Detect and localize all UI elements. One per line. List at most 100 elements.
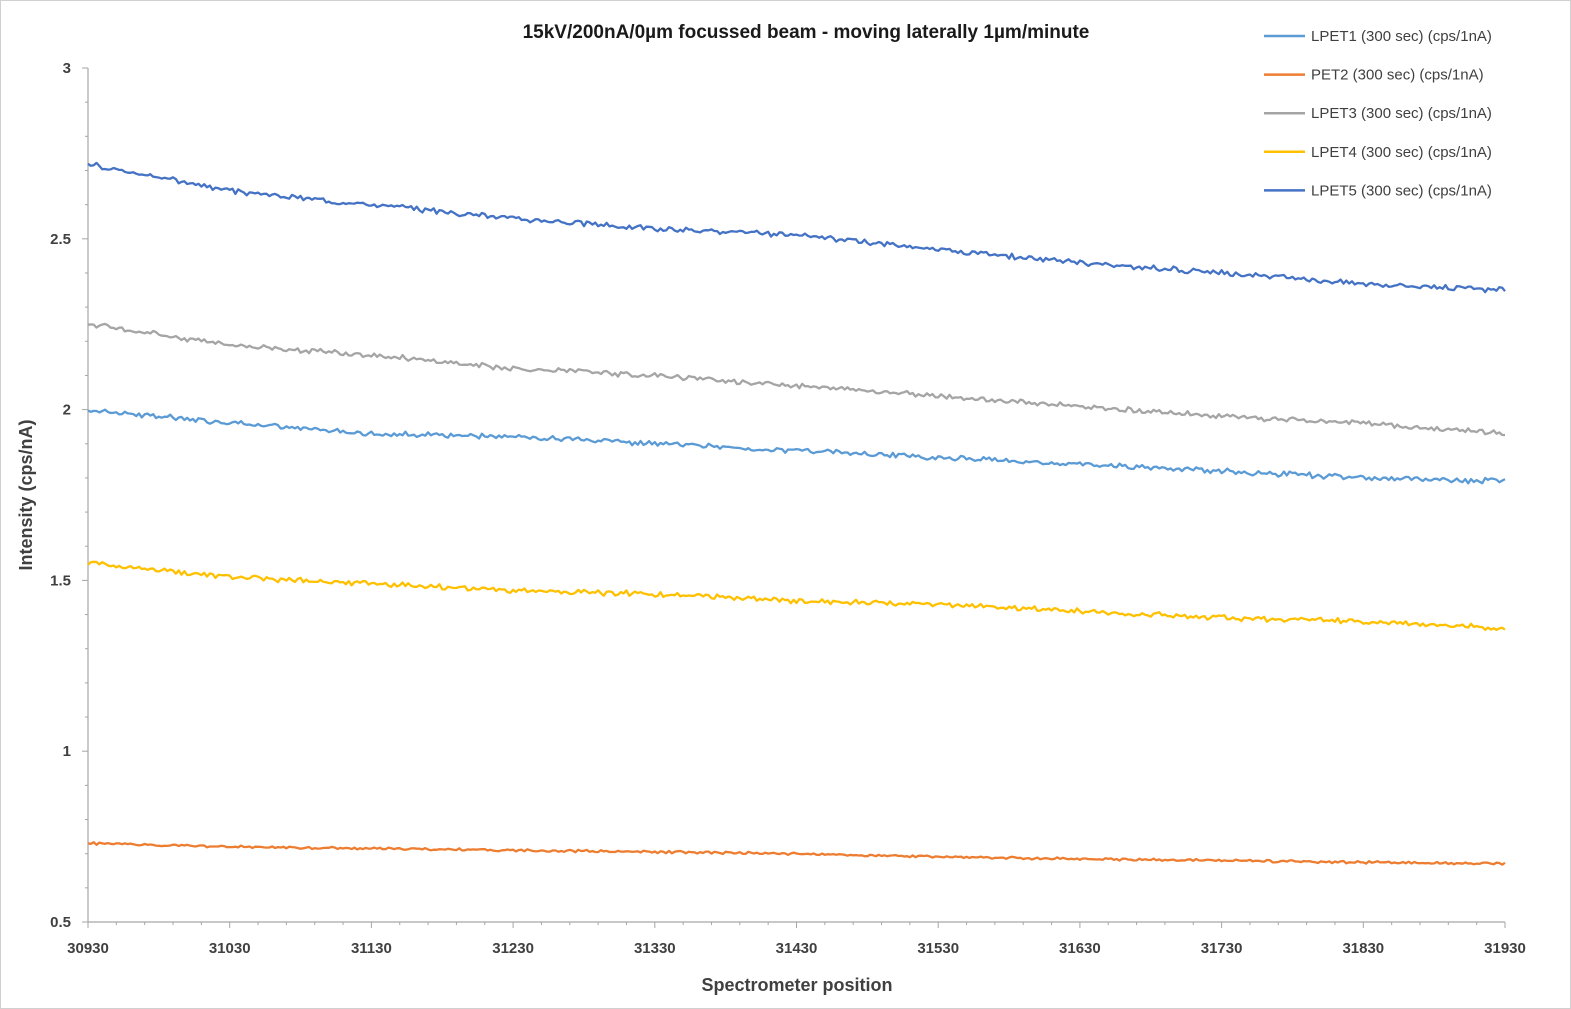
legend-label: LPET5 (300 sec) (cps/1nA) bbox=[1311, 182, 1492, 199]
series-line bbox=[87, 408, 1506, 485]
data-point bbox=[796, 853, 797, 854]
series-line bbox=[87, 322, 1505, 437]
legend-item: LPET3 (300 sec) (cps/1nA) bbox=[1264, 105, 1492, 122]
legend-label: LPET4 (300 sec) (cps/1nA) bbox=[1311, 144, 1492, 161]
series-line bbox=[87, 161, 1506, 294]
series-line bbox=[87, 841, 1506, 866]
data-point bbox=[796, 235, 797, 236]
data-point bbox=[1221, 272, 1222, 273]
y-tick-label: 1 bbox=[63, 743, 71, 760]
data-point bbox=[87, 163, 88, 164]
x-tick-label: 30930 bbox=[67, 940, 109, 957]
data-point bbox=[938, 395, 939, 396]
axis-ticks: 0.5 1 1.5 2 2.5 3 30930 31030 31130 31230 31330 314… bbox=[50, 60, 1526, 957]
data-point bbox=[87, 324, 88, 325]
x-tick-label: 31430 bbox=[776, 940, 818, 957]
data-point bbox=[371, 433, 372, 434]
chart-title: 15kV/200nA/0µm focussed beam - moving la… bbox=[523, 22, 1090, 43]
x-tick-label: 31330 bbox=[634, 940, 676, 957]
legend-item: LPET4 (300 sec) (cps/1nA) bbox=[1264, 144, 1492, 161]
legend-item: LPET1 (300 sec) (cps/1nA) bbox=[1264, 28, 1492, 45]
series-5 bbox=[87, 161, 1506, 294]
data-point bbox=[1363, 477, 1364, 478]
legend-item: PET2 (300 sec) (cps/1nA) bbox=[1264, 67, 1484, 84]
data-point bbox=[796, 450, 797, 451]
data-point bbox=[87, 843, 88, 844]
data-point bbox=[371, 204, 372, 205]
data-point bbox=[1504, 628, 1505, 629]
data-point bbox=[1363, 621, 1364, 622]
data-point bbox=[1079, 464, 1080, 465]
data-point bbox=[513, 368, 514, 369]
data-point bbox=[1363, 862, 1364, 863]
data-point bbox=[938, 856, 939, 857]
series-line bbox=[87, 560, 1506, 631]
data-point bbox=[1221, 416, 1222, 417]
y-tick-label: 2.5 bbox=[50, 231, 71, 248]
data-point bbox=[1079, 858, 1080, 859]
legend: LPET1 (300 sec) (cps/1nA) PET2 (300 sec) … bbox=[1264, 28, 1492, 199]
data-point bbox=[513, 850, 514, 851]
x-tick-label: 31830 bbox=[1342, 940, 1384, 957]
data-point bbox=[229, 576, 230, 577]
data-point bbox=[513, 218, 514, 219]
data-point bbox=[513, 436, 514, 437]
x-tick-label: 31730 bbox=[1201, 940, 1243, 957]
series-4 bbox=[87, 560, 1506, 631]
legend-label: LPET3 (300 sec) (cps/1nA) bbox=[1311, 105, 1492, 122]
x-tick-label: 31030 bbox=[209, 940, 251, 957]
y-tick-label: 0.5 bbox=[50, 914, 71, 931]
series-1 bbox=[87, 408, 1506, 485]
data-point bbox=[371, 354, 372, 355]
data-point bbox=[1221, 860, 1222, 861]
data-point bbox=[229, 423, 230, 424]
legend-label: LPET1 (300 sec) (cps/1nA) bbox=[1311, 28, 1492, 45]
data-point bbox=[87, 409, 88, 410]
data-point bbox=[1363, 423, 1364, 424]
y-axis-title: Intensity (cps/nA) bbox=[16, 419, 36, 570]
data-point bbox=[1221, 617, 1222, 618]
data-point bbox=[87, 563, 88, 564]
x-axis-title: Spectrometer position bbox=[701, 975, 892, 995]
y-tick-label: 2 bbox=[63, 402, 71, 419]
data-point bbox=[229, 344, 230, 345]
data-point bbox=[1504, 481, 1505, 482]
data-point bbox=[796, 385, 797, 386]
y-tick-label: 3 bbox=[63, 60, 71, 77]
data-point bbox=[654, 375, 655, 376]
data-point bbox=[796, 600, 797, 601]
series-3 bbox=[87, 322, 1505, 437]
y-tick-label: 1.5 bbox=[50, 572, 71, 589]
x-tick-label: 31530 bbox=[917, 940, 959, 957]
data-point bbox=[513, 590, 514, 591]
data-point bbox=[1079, 262, 1080, 263]
data-point bbox=[371, 848, 372, 849]
data-point bbox=[654, 228, 655, 229]
data-point bbox=[654, 593, 655, 594]
data-point bbox=[1504, 433, 1505, 434]
series-layer bbox=[87, 161, 1506, 866]
x-tick-label: 31630 bbox=[1059, 940, 1101, 957]
data-point bbox=[654, 851, 655, 852]
data-point bbox=[229, 190, 230, 191]
data-point bbox=[229, 846, 230, 847]
data-point bbox=[654, 443, 655, 444]
legend-label: PET2 (300 sec) (cps/1nA) bbox=[1311, 67, 1484, 84]
data-point bbox=[371, 583, 372, 584]
data-point bbox=[1221, 470, 1222, 471]
data-point bbox=[1504, 863, 1505, 864]
data-point bbox=[938, 604, 939, 605]
data-point bbox=[1079, 406, 1080, 407]
data-point bbox=[1363, 283, 1364, 284]
legend-item: LPET5 (300 sec) (cps/1nA) bbox=[1264, 182, 1492, 199]
x-tick-label: 31130 bbox=[351, 940, 392, 957]
x-tick-label: 31230 bbox=[492, 940, 534, 957]
series-2 bbox=[87, 841, 1506, 866]
x-tick-label: 31930 bbox=[1484, 940, 1526, 957]
data-point bbox=[1079, 611, 1080, 612]
data-point bbox=[938, 457, 939, 458]
data-point bbox=[1504, 289, 1505, 290]
data-point bbox=[938, 248, 939, 249]
